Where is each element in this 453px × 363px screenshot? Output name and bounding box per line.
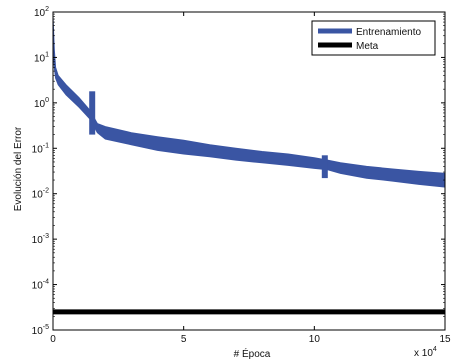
y-tick-label: 10-2 [32,188,49,201]
axes: 0 5 10 15 10-5 10-4 10-3 10-2 10-1 100 101 102 [32,6,451,345]
x-exponent-label: x 104 [414,346,437,359]
x-axis-label: # Época [234,347,271,360]
series-spike-0 [89,91,96,135]
y-tick-label: 100 [34,97,49,110]
legend-label-entrenamiento: Entrenamiento [356,27,421,38]
legend-label-meta: Meta [356,41,379,52]
y-tick-label: 10-1 [32,142,49,155]
y-tick-label: 10-4 [32,279,49,292]
series-spike-1 [321,155,328,179]
x-tick-label: 10 [309,334,321,345]
y-tick-label: 10-3 [32,233,49,246]
x-tick-label: 5 [181,334,187,345]
plot-area [52,16,446,315]
y-tick-label: 101 [34,51,49,64]
y-axis-label: Evolución del Error [13,126,24,211]
x-tick-label: 0 [50,334,56,345]
x-tick-label: 15 [439,334,451,345]
axes-box [52,11,446,331]
legend: Entrenamiento Meta [311,20,436,56]
legend-box [311,20,436,56]
y-tick-label: 102 [34,6,49,19]
y-tick-label: 10-5 [32,324,49,337]
